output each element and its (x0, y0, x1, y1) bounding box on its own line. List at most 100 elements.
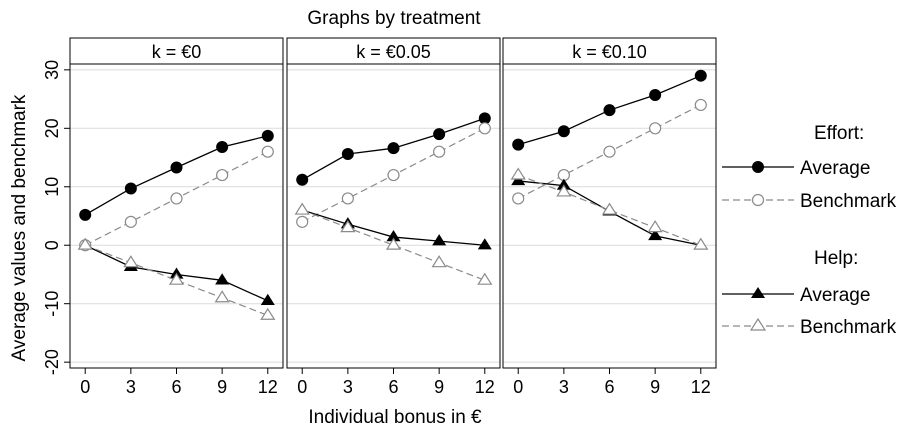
panel-2: k = €0.05 0 3 6 9 12 (286, 37, 501, 397)
y-tick-label: 0 (42, 240, 62, 250)
x-axis-label: Individual bonus in € (308, 407, 482, 428)
x-tick-label: 12 (691, 377, 711, 397)
point-help-benchmark (601, 202, 618, 215)
legend-help-benchmark-marker (749, 317, 767, 331)
x-tick-label: 3 (343, 377, 353, 397)
point-effort-average (694, 69, 707, 82)
x-tick-label: 12 (475, 377, 495, 397)
point-effort-benchmark (478, 122, 491, 135)
point-effort-average (216, 141, 229, 154)
point-help-benchmark (294, 202, 310, 215)
legend-effort-benchmark-marker (751, 193, 765, 207)
point-effort-average (124, 182, 137, 195)
point-effort-average (512, 138, 525, 151)
y-tick-label: -20 (42, 349, 62, 375)
point-help-average (215, 273, 230, 285)
point-effort-average (296, 173, 309, 186)
point-help-benchmark (340, 220, 356, 233)
point-effort-average (387, 142, 400, 155)
point-help-benchmark (556, 184, 572, 197)
plot-frame (69, 63, 284, 369)
y-tick-label: 10 (42, 177, 62, 197)
point-effort-benchmark (433, 145, 446, 158)
point-effort-benchmark (649, 122, 662, 135)
point-effort-average (557, 125, 570, 138)
point-effort-average (79, 208, 92, 221)
point-effort-benchmark (170, 192, 183, 205)
x-tick-label: 12 (258, 377, 278, 397)
y-tick-label: 30 (42, 60, 62, 80)
point-effort-benchmark (296, 215, 309, 228)
point-help-benchmark (477, 272, 493, 285)
x-tick-label: 6 (388, 377, 398, 397)
panel-strip (286, 37, 501, 65)
point-help-average (386, 230, 401, 242)
point-effort-benchmark (261, 145, 274, 158)
panel-strip (69, 37, 284, 65)
point-help-average (648, 228, 663, 241)
legend-help-title: Help: (814, 248, 858, 269)
point-effort-average (261, 129, 274, 142)
point-effort-average (603, 104, 616, 117)
point-help-average (477, 238, 492, 250)
point-help-average (260, 293, 275, 305)
y-tick-label: -10 (42, 291, 62, 317)
y-axis-label: Average values and benchmark (9, 94, 30, 361)
panels: k = €0 0 3 6 9 12 -20 -10 0 10 20 30 k = €0.05 0 3 6 9 12… (42, 37, 717, 397)
legend-effort-benchmark: Benchmark (722, 191, 897, 212)
point-help-benchmark (510, 167, 526, 180)
x-tick-label: 3 (126, 377, 136, 397)
point-effort-average (433, 128, 446, 141)
point-effort-benchmark (124, 215, 137, 228)
point-help-benchmark (647, 220, 663, 233)
legend-help-average: Average (722, 285, 870, 306)
x-tick-label: 3 (559, 377, 569, 397)
point-help-benchmark (168, 272, 185, 285)
point-help-average (432, 234, 447, 246)
point-effort-benchmark (512, 192, 525, 205)
point-effort-average (341, 148, 354, 161)
point-help-benchmark (385, 237, 402, 250)
legend: Effort: Average Benchmark Help: Average … (722, 123, 897, 338)
point-effort-average (649, 88, 662, 101)
point-effort-benchmark (216, 168, 229, 182)
legend-effort-average-label: Average (800, 158, 870, 179)
x-tick-label: 9 (650, 377, 660, 397)
point-effort-benchmark (341, 192, 354, 205)
legend-effort-title: Effort: (814, 123, 864, 144)
legend-help-average-label: Average (800, 285, 870, 306)
panel-title: k = €0.05 (356, 42, 431, 62)
panel-title: k = €0.10 (572, 42, 647, 62)
point-effort-benchmark (603, 145, 616, 158)
x-tick-label: 0 (297, 377, 307, 397)
point-help-benchmark (431, 255, 447, 268)
panel-strip (502, 37, 717, 65)
point-help-benchmark (693, 237, 709, 250)
x-tick-label: 6 (171, 377, 181, 397)
point-help-average (556, 178, 571, 190)
x-tick-label: 0 (80, 377, 90, 397)
point-help-benchmark (260, 307, 276, 320)
legend-effort-average: Average (722, 158, 870, 179)
y-tick-label: 20 (42, 118, 62, 138)
panel-3: k = €0.10 0 3 6 9 12 (502, 37, 717, 397)
legend-help-average-marker (751, 287, 765, 298)
chart-title: Graphs by treatment (307, 8, 481, 29)
legend-effort-benchmark-label: Benchmark (800, 191, 897, 212)
point-effort-benchmark (387, 168, 400, 182)
point-help-benchmark (123, 255, 139, 268)
point-effort-benchmark (694, 98, 707, 112)
panel-1: k = €0 0 3 6 9 12 -20 -10 0 10 20 30 (42, 37, 284, 397)
point-help-benchmark (77, 237, 93, 250)
point-effort-average (170, 161, 183, 174)
legend-help-benchmark-label: Benchmark (800, 317, 897, 338)
x-tick-label: 9 (217, 377, 227, 397)
x-tick-label: 9 (434, 377, 444, 397)
panel-title: k = €0 (152, 42, 202, 62)
x-tick-label: 6 (604, 377, 614, 397)
point-help-benchmark (214, 290, 230, 303)
legend-effort-average-marker (752, 161, 764, 173)
legend-help-benchmark: Benchmark (722, 317, 897, 338)
point-effort-average (478, 112, 491, 125)
